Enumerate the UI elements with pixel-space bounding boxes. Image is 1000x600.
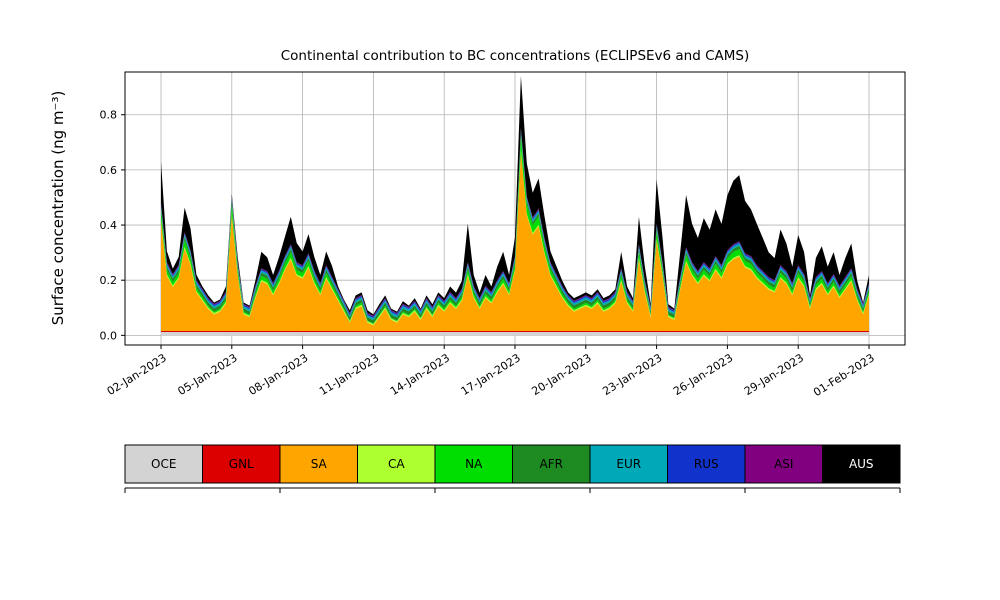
x-tick-label: 02-Jan-2023 [105,351,169,398]
x-tick-label: 20-Jan-2023 [529,351,593,398]
legend-swatch-SA [279,444,358,484]
x-tick-label: 26-Jan-2023 [671,351,735,398]
y-axis-label: Surface concentration (ng m⁻³) [49,90,67,326]
legend-label-EUR: EUR [616,457,641,471]
legend-label-AUS: AUS [849,457,874,471]
legend-label-ASI: ASI [774,457,793,471]
legend-label-GNL: GNL [229,457,254,471]
x-tick-label: 08-Jan-2023 [246,351,310,398]
x-tick-label: 11-Jan-2023 [317,351,381,398]
legend-swatch-GNL [202,444,281,484]
legend-swatch-AUS [822,444,901,484]
legend-swatch-CA [357,444,436,484]
legend-label-RUS: RUS [694,457,719,471]
x-tick-label: 05-Jan-2023 [175,351,239,398]
legend-label-CA: CA [388,457,405,471]
legend: OCE GNL SA CA NA AFR EUR RUS ASI AUS [124,444,901,484]
legend-label-SA: SA [311,457,328,471]
legend-label-AFR: AFR [540,457,563,471]
y-tick-label: 0.4 [100,219,118,232]
area-SA [161,151,869,331]
legend-label-OCE: OCE [151,457,176,471]
legend-swatch-NA [434,444,513,484]
legend-label-NA: NA [465,457,483,471]
y-tick-label: 0.6 [100,164,118,177]
y-tick-label: 0.8 [100,109,118,122]
x-tick-label: 17-Jan-2023 [459,351,523,398]
chart-title: Continental contribution to BC concentra… [280,48,750,64]
stacked-areas [161,75,869,336]
x-tick-label: 23-Jan-2023 [600,351,664,398]
y-tick-label: 0.0 [100,329,118,342]
legend-axis [124,487,901,493]
legend-swatch-AFR [512,444,591,484]
x-tick-label: 01-Feb-2023 [811,351,877,399]
x-tick-label: 29-Jan-2023 [742,351,806,398]
area-OCE [161,332,869,336]
legend-swatch-RUS [667,444,746,484]
area-GNL [161,330,869,333]
legend-swatch-OCE [124,444,203,484]
legend-swatch-ASI [744,444,823,484]
area-AUS [161,75,869,316]
y-tick-label: 0.2 [100,274,118,287]
legend-swatch-EUR [589,444,668,484]
x-tick-label: 14-Jan-2023 [388,351,452,398]
